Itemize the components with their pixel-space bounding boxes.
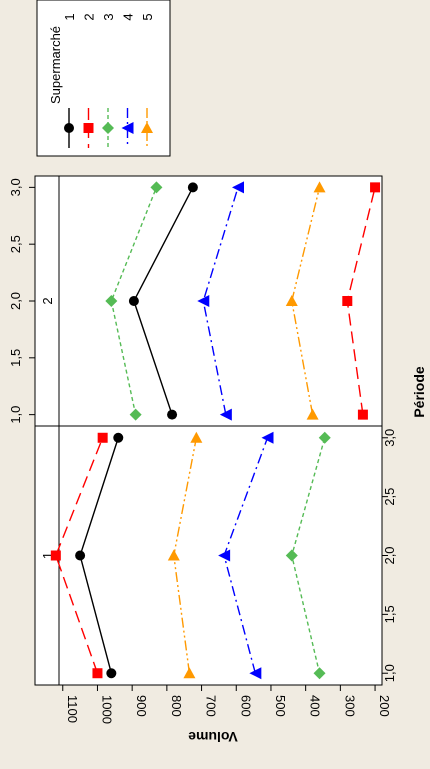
legend-marker (64, 123, 74, 133)
x-tick-label: 1,0 (8, 406, 23, 424)
x-tick-label: 1,5 (8, 349, 23, 367)
data-point (249, 667, 262, 680)
legend-marker (121, 122, 134, 134)
series-5 (167, 431, 203, 679)
data-point (313, 181, 326, 193)
legend-label: 2 (82, 13, 97, 20)
data-point (285, 549, 298, 562)
legend-marker (83, 123, 94, 133)
data-point (370, 182, 381, 193)
data-point (318, 431, 331, 444)
y-tick-label: 300 (342, 695, 357, 717)
x-tick-label: 2,0 (8, 292, 23, 310)
legend-entry-5: 5 (140, 13, 155, 148)
data-point (129, 408, 142, 421)
data-point (231, 181, 244, 194)
series-line (110, 187, 158, 415)
legend-label: 3 (101, 13, 116, 20)
panel-1: 1 (34, 425, 383, 686)
data-point (187, 182, 198, 193)
series-line (55, 437, 104, 674)
legend-entry-1: 1 (62, 13, 77, 148)
y-tick-label: 500 (273, 695, 288, 717)
series-3 (105, 181, 163, 421)
x-tick-label: 3,0 (382, 429, 397, 447)
panel-strip-label: 1 (40, 552, 55, 559)
data-point (313, 667, 326, 680)
data-point (50, 550, 61, 561)
series-4 (197, 181, 244, 421)
legend-title: Supermarché (48, 26, 63, 104)
series-2 (342, 182, 381, 420)
x-tick-label: 3,0 (8, 178, 23, 196)
y-tick-label: 400 (308, 695, 323, 717)
x-tick-label: 2,5 (8, 235, 23, 253)
data-point (75, 550, 86, 561)
data-point (106, 668, 117, 679)
y-axis-label: Volume (188, 729, 238, 745)
data-point (183, 667, 196, 679)
y-tick-label: 200 (377, 695, 392, 717)
series-3 (285, 431, 331, 680)
series-1 (128, 182, 198, 420)
x-axis-label: Période (411, 366, 427, 418)
data-point (92, 668, 103, 679)
y-tick-label: 1000 (99, 695, 114, 724)
legend-entry-3: 3 (101, 13, 116, 148)
data-point (105, 295, 118, 307)
data-point (197, 295, 210, 307)
legend-entry-4: 4 (121, 13, 136, 148)
y-tick-label: 700 (204, 695, 219, 717)
panel-strip-label: 2 (40, 297, 55, 304)
data-point (306, 408, 319, 420)
series-1 (75, 432, 124, 679)
panel-strip (34, 175, 60, 427)
legend-entry-2: 2 (82, 13, 97, 148)
y-tick-label: 600 (238, 695, 253, 717)
data-point (261, 431, 274, 444)
x-tick-label: 2,5 (382, 488, 397, 506)
legend-marker (141, 122, 153, 133)
panel-2: 2 (34, 175, 383, 427)
series-5 (285, 181, 326, 420)
series-4 (218, 431, 274, 680)
data-point (150, 181, 163, 194)
legend-label: 5 (140, 13, 155, 20)
legend-marker (102, 122, 114, 134)
panel-frame (34, 425, 383, 686)
y-tick-label: 900 (134, 695, 149, 717)
x-tick-label: 1,5 (382, 605, 397, 623)
legend-label: 4 (121, 13, 136, 20)
data-point (167, 409, 178, 420)
data-point (113, 432, 124, 443)
data-point (357, 409, 368, 420)
data-point (285, 295, 298, 306)
x-tick-label: 1,0 (382, 664, 397, 682)
data-point (219, 408, 232, 421)
legend-label: 1 (62, 13, 77, 20)
data-point (342, 296, 353, 306)
data-point (218, 549, 231, 562)
y-tick-label: 1100 (65, 695, 80, 723)
data-point (167, 549, 180, 561)
x-tick-label: 2,0 (382, 546, 397, 564)
y-tick-label: 800 (169, 695, 184, 717)
data-point (97, 432, 108, 443)
data-point (128, 296, 139, 306)
series-2 (50, 432, 108, 679)
data-point (190, 431, 203, 443)
